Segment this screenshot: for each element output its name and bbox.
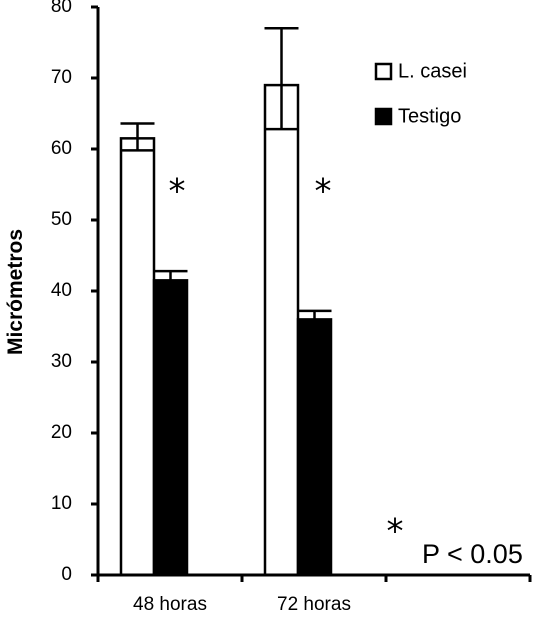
p-value-note: P < 0.05 bbox=[422, 539, 523, 569]
significance-star: * bbox=[169, 172, 186, 212]
y-tick-label: 60 bbox=[51, 138, 72, 159]
y-tick-label: 10 bbox=[51, 493, 72, 514]
x-category-label: 48 horas bbox=[133, 594, 207, 615]
y-tick-label: 0 bbox=[61, 564, 72, 585]
significance-star: * bbox=[315, 172, 332, 212]
y-tick-label: 70 bbox=[51, 67, 72, 88]
significance-marks: * * bbox=[169, 172, 332, 212]
legend-label: L. casei bbox=[398, 60, 467, 82]
bar-testigo bbox=[152, 279, 189, 577]
x-axis: 48 horas 72 horas bbox=[96, 573, 532, 615]
bar-l-casei bbox=[119, 137, 156, 577]
legend: L. casei Testigo bbox=[374, 60, 467, 127]
y-tick-label: 20 bbox=[51, 422, 72, 443]
note-star: * bbox=[387, 512, 404, 552]
y-tick-label: 40 bbox=[51, 280, 72, 301]
y-axis-label: Micrómetros bbox=[4, 229, 27, 355]
legend-swatch bbox=[374, 107, 393, 126]
x-category-label: 72 horas bbox=[277, 594, 351, 615]
legend-label: Testigo bbox=[398, 105, 461, 127]
bar-l-casei bbox=[263, 83, 300, 577]
bar-testigo bbox=[296, 318, 333, 577]
y-axis-ticks: 0 10 20 30 40 50 60 70 80 bbox=[51, 0, 100, 585]
legend-swatch bbox=[374, 62, 393, 81]
bars bbox=[119, 27, 333, 577]
y-tick-label: 80 bbox=[51, 0, 72, 17]
y-tick-label: 50 bbox=[51, 209, 72, 230]
y-tick-label: 30 bbox=[51, 351, 72, 372]
